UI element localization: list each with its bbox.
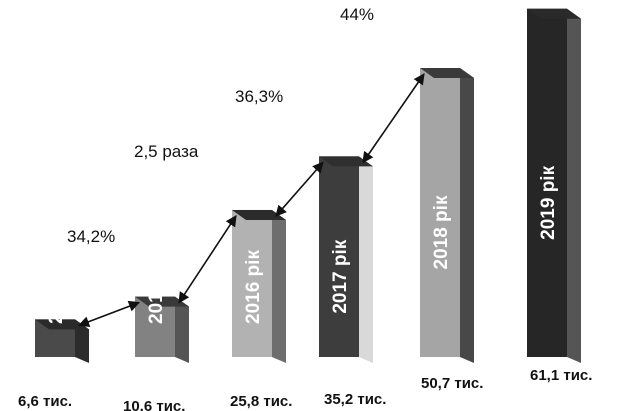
value-label: 25,8 тис. (230, 393, 292, 410)
growth-label: 44% (340, 5, 374, 24)
bar-5 (420, 68, 474, 363)
bar-category-label: 2016 рік (243, 250, 264, 324)
growth-label: 36,3% (235, 87, 283, 106)
bar-front (319, 156, 359, 357)
growth-label: 2,5 раза (134, 142, 199, 161)
bar-side (359, 156, 373, 363)
bar-side (75, 319, 89, 363)
value-label: 61,1 тис. (530, 367, 592, 384)
growth-arrow (178, 215, 237, 304)
bar-category-label: 2015 рік (146, 250, 167, 324)
bar-2 (135, 296, 189, 363)
bar-category-label: 2014 рік (46, 250, 67, 324)
bar-top (319, 156, 373, 167)
growth-arrow (77, 300, 141, 328)
bar-front (527, 8, 567, 357)
value-label: 10,6 тис. (123, 398, 185, 411)
bar-category-label: 2017 рік (330, 239, 351, 313)
value-label: 50,7 тис. (421, 375, 483, 392)
bar-top (135, 296, 189, 307)
bar-top (527, 8, 581, 19)
bar-4 (319, 156, 373, 363)
value-label: 35,2 тис. (324, 391, 386, 408)
bar-side (272, 209, 286, 363)
bar-top (232, 209, 286, 220)
bar-category-label: 2018 рік (431, 195, 452, 269)
growth-arrow (275, 161, 324, 217)
bar-side (567, 8, 581, 363)
bar-top (35, 319, 89, 330)
growth-arrow (362, 73, 425, 164)
bar-front (420, 68, 460, 357)
bar-side (460, 68, 474, 363)
bar-top (420, 68, 474, 79)
bar-side (175, 296, 189, 363)
value-label: 6,6 тис. (18, 393, 72, 410)
bar-6 (527, 8, 581, 363)
bar-3 (232, 209, 286, 363)
bar-front (135, 296, 175, 357)
growth-label: 34,2% (67, 227, 115, 246)
bar-1 (35, 319, 89, 363)
bar-front (232, 209, 272, 357)
bar-category-label: 2019 рік (538, 165, 559, 239)
